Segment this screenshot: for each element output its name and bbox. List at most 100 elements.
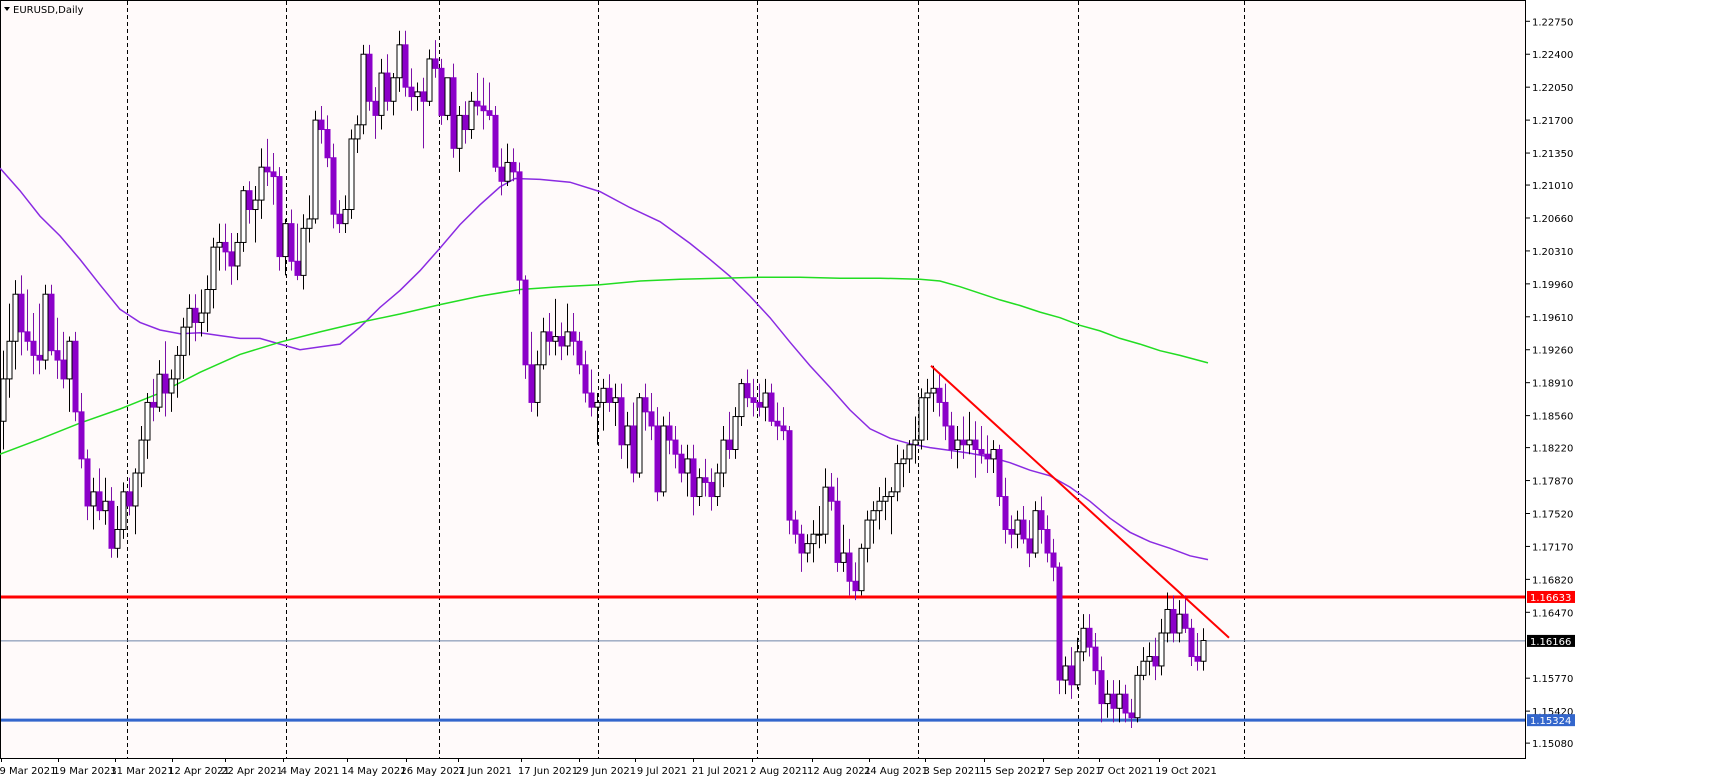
bearish-candle bbox=[192, 294, 199, 342]
bullish-candle bbox=[1116, 680, 1123, 723]
bearish-candle bbox=[84, 449, 91, 521]
bearish-candle bbox=[1092, 633, 1099, 685]
candle-body bbox=[1080, 627, 1087, 653]
candle-body bbox=[300, 227, 307, 276]
candle-body bbox=[276, 176, 283, 258]
bullish-candle bbox=[252, 185, 259, 243]
bearish-candle bbox=[36, 303, 43, 375]
bullish-candle bbox=[90, 477, 97, 530]
trendline-group[interactable] bbox=[930, 364, 1230, 639]
candle-body bbox=[198, 312, 205, 323]
bullish-candle bbox=[822, 468, 829, 544]
bullish-candle bbox=[600, 378, 607, 431]
candle-body bbox=[972, 439, 979, 450]
resistance-price-tag: 1.16633 bbox=[1527, 590, 1575, 604]
bearish-candle bbox=[582, 350, 589, 403]
candle-body bbox=[1176, 613, 1183, 634]
price-tags: 1.16633 1.16166 1.15324 bbox=[1527, 590, 1575, 727]
bullish-candle bbox=[240, 185, 247, 252]
candle-body bbox=[78, 411, 85, 460]
x-tick-label: 24 Aug 2021 bbox=[864, 766, 928, 777]
bearish-candle bbox=[528, 331, 535, 412]
bearish-candle bbox=[936, 374, 943, 417]
bearish-candle bbox=[498, 148, 505, 196]
candle-body bbox=[1140, 660, 1147, 676]
bullish-candle bbox=[180, 317, 187, 379]
bullish-candle bbox=[216, 223, 223, 271]
candle-body bbox=[924, 392, 931, 399]
bullish-candle bbox=[300, 214, 307, 290]
candle-body bbox=[510, 161, 517, 173]
candle-body bbox=[564, 331, 571, 347]
candle-body bbox=[432, 58, 439, 69]
bullish-candle bbox=[198, 289, 205, 337]
candle-body bbox=[570, 331, 577, 342]
candle-body bbox=[438, 67, 445, 116]
bullish-candle bbox=[156, 360, 163, 412]
y-tick-label: 1.15770 bbox=[1532, 674, 1573, 685]
x-tick-label: 7 Jun 2021 bbox=[458, 766, 512, 777]
x-tick-label: 27 Sep 2021 bbox=[1038, 766, 1101, 777]
dropdown-arrow-icon[interactable] bbox=[4, 7, 10, 11]
bearish-candle bbox=[1008, 515, 1015, 549]
candle-body bbox=[1032, 510, 1039, 554]
candle-body bbox=[906, 444, 913, 460]
candle-body bbox=[804, 543, 811, 554]
period-separators bbox=[127, 1, 1245, 758]
y-tick-label: 1.22750 bbox=[1532, 17, 1573, 28]
bearish-candle bbox=[948, 411, 955, 459]
horizontal-price-lines[interactable] bbox=[1, 595, 1525, 722]
moving-averages bbox=[0, 167, 1209, 561]
candle-body bbox=[918, 397, 925, 441]
candle-body bbox=[72, 340, 79, 413]
bearish-candle bbox=[228, 233, 235, 285]
candle-body bbox=[990, 448, 997, 460]
bullish-candle bbox=[912, 416, 919, 464]
bearish-candle bbox=[1086, 614, 1093, 657]
x-tick-label: 9 Mar 2021 bbox=[0, 766, 57, 777]
bearish-candle bbox=[852, 562, 859, 601]
bullish-candle bbox=[990, 440, 997, 474]
candle-body bbox=[936, 387, 943, 403]
bearish-candle bbox=[54, 317, 61, 379]
candle-body bbox=[786, 430, 793, 521]
bearish-candle bbox=[294, 223, 301, 281]
symbol-title: EURUSD,Daily bbox=[13, 5, 84, 16]
candle-body bbox=[258, 166, 265, 201]
candle-body bbox=[186, 307, 193, 328]
bullish-candle bbox=[42, 284, 49, 370]
plot-area[interactable] bbox=[0, 0, 1526, 759]
x-tick-label: 9 Jul 2021 bbox=[637, 766, 687, 777]
x-tick-label: 12 Apr 2021 bbox=[168, 766, 230, 777]
bearish-candle bbox=[546, 313, 553, 356]
candle-body bbox=[330, 157, 337, 215]
support-price-tag: 1.15324 bbox=[1527, 714, 1575, 727]
bearish-candle bbox=[420, 77, 427, 149]
x-tick-label: 26 May 2021 bbox=[400, 766, 465, 777]
bearish-candle bbox=[786, 425, 793, 535]
candle-body bbox=[702, 477, 709, 483]
bearish-candle bbox=[402, 30, 409, 97]
bearish-candle bbox=[708, 468, 715, 511]
candle-body bbox=[450, 77, 457, 149]
price-tag-background bbox=[1527, 714, 1575, 727]
price-tag-label: 1.16633 bbox=[1530, 593, 1571, 604]
candle-body bbox=[504, 161, 511, 182]
candle-body bbox=[1038, 510, 1045, 530]
candle-body bbox=[708, 481, 715, 498]
candle-body bbox=[24, 331, 31, 342]
x-tick-label: 15 Sep 2021 bbox=[979, 766, 1042, 777]
descending-trendline[interactable] bbox=[930, 364, 1230, 639]
bullish-candle bbox=[348, 129, 355, 219]
candle-body bbox=[516, 171, 523, 281]
bullish-candle bbox=[636, 393, 643, 478]
bearish-candle bbox=[1050, 538, 1057, 582]
y-tick-label: 1.15420 bbox=[1532, 707, 1573, 718]
bullish-candle bbox=[342, 195, 349, 234]
candle-body bbox=[534, 364, 541, 403]
candle-body bbox=[684, 458, 691, 474]
candle-body bbox=[246, 190, 253, 211]
y-tick-label: 1.22400 bbox=[1532, 50, 1573, 61]
bearish-candle bbox=[690, 444, 697, 516]
